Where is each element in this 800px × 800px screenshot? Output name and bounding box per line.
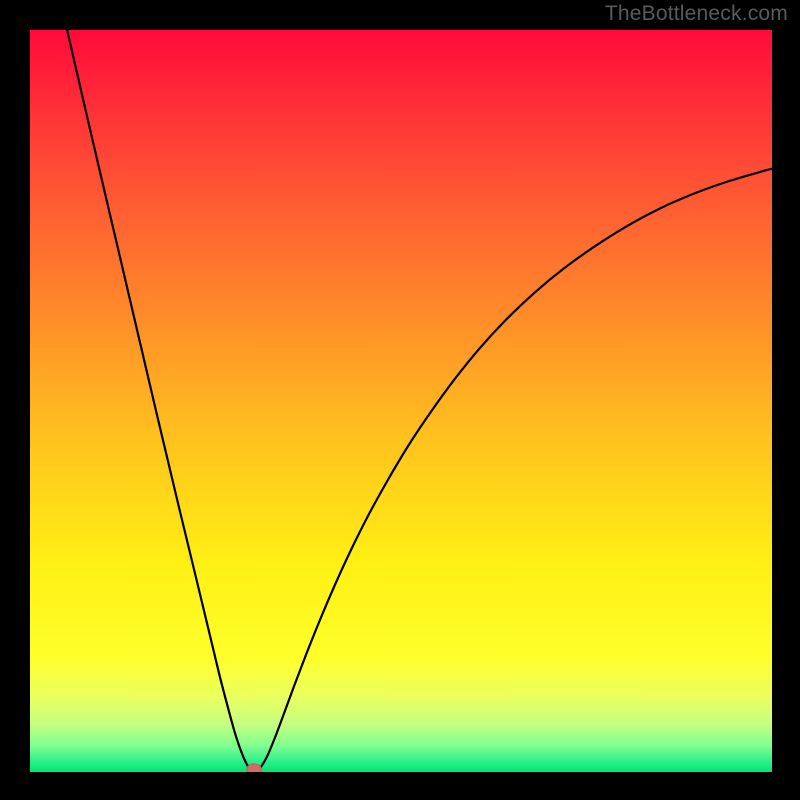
optimum-marker — [247, 764, 262, 772]
chart-frame: TheBottleneck.com — [0, 0, 800, 800]
chart-background — [30, 30, 772, 772]
watermark-text: TheBottleneck.com — [605, 2, 788, 26]
plot-area — [30, 30, 772, 772]
bottleneck-curve-chart — [30, 30, 772, 772]
